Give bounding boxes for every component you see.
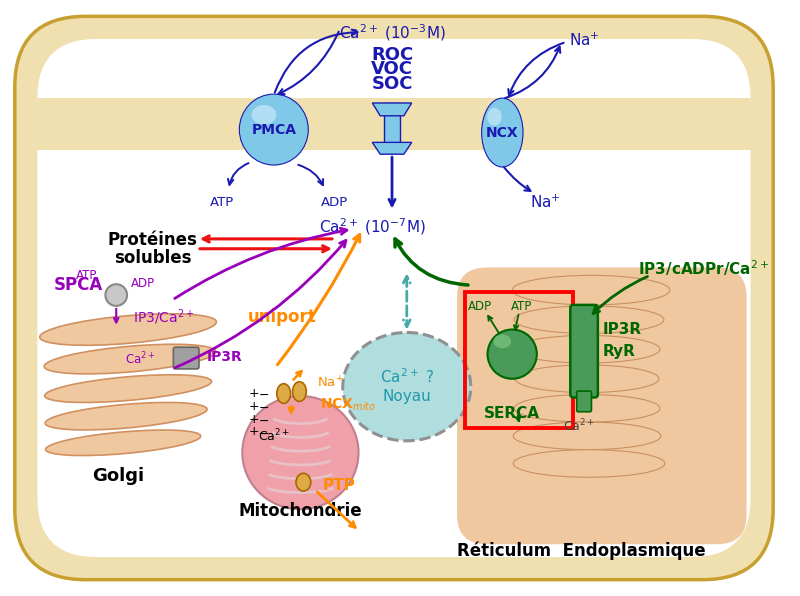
Ellipse shape bbox=[46, 430, 201, 455]
Ellipse shape bbox=[342, 333, 471, 441]
Text: Ca$^{2+}$ (10$^{-3}$M): Ca$^{2+}$ (10$^{-3}$M) bbox=[338, 22, 446, 43]
FancyBboxPatch shape bbox=[14, 16, 773, 580]
Text: −: − bbox=[258, 402, 270, 415]
Text: Protéines: Protéines bbox=[108, 231, 198, 249]
Text: ATP: ATP bbox=[511, 300, 533, 313]
Bar bbox=[465, 292, 574, 428]
Text: SERCA: SERCA bbox=[484, 406, 540, 421]
Text: Ca$^{2+}$: Ca$^{2+}$ bbox=[258, 427, 290, 444]
Polygon shape bbox=[384, 103, 400, 152]
Text: Ca$^{2+}$ (10$^{-7}$M): Ca$^{2+}$ (10$^{-7}$M) bbox=[319, 216, 426, 237]
Text: ADP: ADP bbox=[468, 300, 492, 313]
Ellipse shape bbox=[45, 375, 211, 402]
Text: PTP: PTP bbox=[323, 477, 356, 493]
Ellipse shape bbox=[44, 344, 216, 374]
Polygon shape bbox=[38, 103, 750, 150]
Ellipse shape bbox=[514, 306, 664, 333]
Ellipse shape bbox=[293, 381, 306, 402]
FancyBboxPatch shape bbox=[38, 98, 750, 110]
Ellipse shape bbox=[45, 402, 207, 430]
Text: Ca$^{2+}$: Ca$^{2+}$ bbox=[126, 351, 156, 367]
Text: RyR: RyR bbox=[602, 344, 636, 359]
Text: +: + bbox=[249, 412, 259, 426]
Text: Ca$^{2+}$ ?: Ca$^{2+}$ ? bbox=[380, 368, 434, 386]
Ellipse shape bbox=[242, 396, 358, 509]
Text: ADP: ADP bbox=[130, 277, 155, 290]
Text: IP3R: IP3R bbox=[207, 350, 242, 364]
Text: ATP: ATP bbox=[210, 195, 234, 209]
Text: Noyau: Noyau bbox=[382, 389, 431, 404]
Text: ATP: ATP bbox=[76, 269, 98, 282]
Ellipse shape bbox=[487, 330, 537, 379]
Text: IP3R: IP3R bbox=[602, 322, 642, 337]
Text: uniport: uniport bbox=[248, 308, 317, 326]
Text: −: − bbox=[258, 415, 270, 427]
FancyBboxPatch shape bbox=[577, 391, 591, 412]
Ellipse shape bbox=[252, 105, 276, 125]
Polygon shape bbox=[372, 142, 412, 154]
FancyBboxPatch shape bbox=[457, 268, 746, 544]
Ellipse shape bbox=[514, 336, 660, 363]
Text: IP3/Ca$^{2+}$: IP3/Ca$^{2+}$ bbox=[133, 308, 194, 327]
FancyBboxPatch shape bbox=[570, 305, 598, 398]
Text: NCX$_{mito}$: NCX$_{mito}$ bbox=[320, 396, 376, 413]
Text: +: + bbox=[249, 400, 259, 413]
Text: VOC: VOC bbox=[371, 60, 413, 78]
Ellipse shape bbox=[514, 395, 660, 422]
Text: PMCA: PMCA bbox=[251, 123, 296, 136]
Ellipse shape bbox=[487, 108, 502, 126]
Text: Mitochondrie: Mitochondrie bbox=[238, 502, 362, 520]
Ellipse shape bbox=[239, 94, 308, 165]
FancyBboxPatch shape bbox=[38, 39, 750, 557]
Polygon shape bbox=[372, 103, 412, 116]
Text: SPCA: SPCA bbox=[54, 276, 103, 294]
Text: +: + bbox=[249, 426, 259, 439]
Text: ADP: ADP bbox=[322, 195, 349, 209]
Ellipse shape bbox=[482, 98, 523, 167]
Text: −: − bbox=[258, 427, 270, 440]
Ellipse shape bbox=[494, 334, 511, 348]
Text: Na$^{+}$: Na$^{+}$ bbox=[317, 375, 344, 390]
Text: NCX: NCX bbox=[486, 126, 518, 139]
Text: ROC: ROC bbox=[371, 45, 413, 64]
Text: −: − bbox=[258, 389, 270, 402]
Text: Na$^{+}$: Na$^{+}$ bbox=[570, 32, 600, 49]
Ellipse shape bbox=[515, 365, 659, 393]
Ellipse shape bbox=[513, 422, 661, 450]
Ellipse shape bbox=[277, 384, 290, 403]
Text: Réticulum  Endoplasmique: Réticulum Endoplasmique bbox=[457, 541, 706, 560]
Text: solubles: solubles bbox=[114, 249, 191, 267]
Text: Golgi: Golgi bbox=[92, 467, 144, 485]
Ellipse shape bbox=[40, 313, 216, 345]
Text: SOC: SOC bbox=[371, 75, 413, 93]
Ellipse shape bbox=[513, 450, 665, 477]
Text: IP3/cADPr/Ca$^{2+}$: IP3/cADPr/Ca$^{2+}$ bbox=[638, 259, 770, 278]
Text: Ca$^{2+}$: Ca$^{2+}$ bbox=[563, 418, 595, 434]
Text: +: + bbox=[249, 387, 259, 400]
Ellipse shape bbox=[296, 473, 310, 491]
Ellipse shape bbox=[106, 284, 127, 306]
Ellipse shape bbox=[512, 275, 670, 305]
FancyBboxPatch shape bbox=[174, 347, 199, 369]
Text: Na$^{+}$: Na$^{+}$ bbox=[530, 194, 561, 211]
